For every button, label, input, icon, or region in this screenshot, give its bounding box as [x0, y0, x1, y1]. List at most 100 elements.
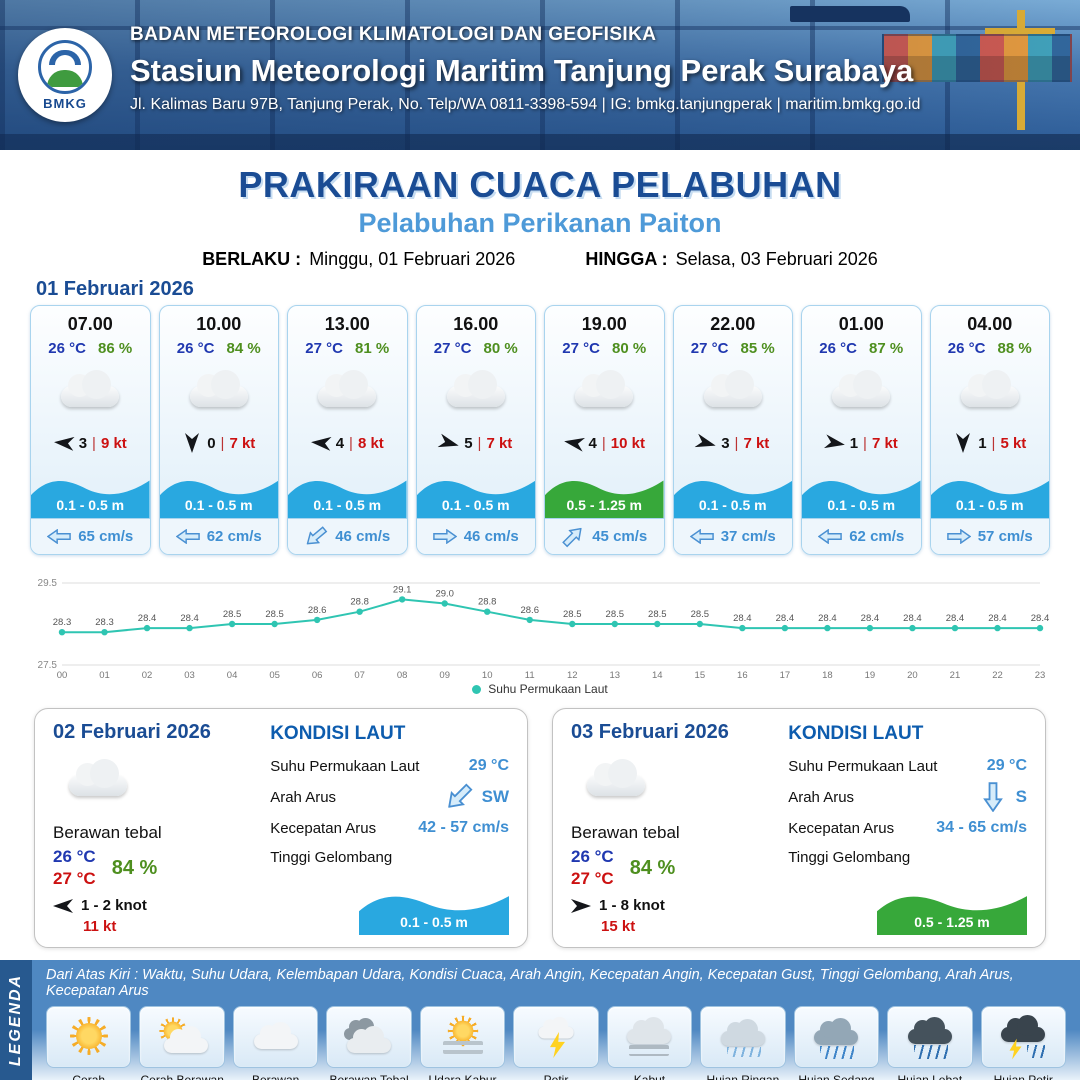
wave-height-value: 0.5 - 1.25 m: [914, 914, 990, 930]
sun-icon: [69, 1017, 108, 1055]
air-temperature: 27 °C: [433, 340, 472, 357]
air-temperature: 27 °C: [690, 340, 729, 357]
temp-max: 27 °C: [53, 869, 96, 888]
svg-text:28.4: 28.4: [138, 613, 157, 624]
wind-direction-icon: [563, 437, 585, 452]
hourly-forecast-card: 13.00 27 °C 81 % 4 | 8 kt 0.1 - 0.5 m 46…: [287, 305, 408, 555]
svg-text:28.6: 28.6: [308, 605, 327, 616]
svg-text:29.1: 29.1: [393, 584, 412, 595]
current-direction-icon: [447, 783, 473, 808]
wind-direction-icon: [571, 898, 591, 913]
rain-icon: [726, 1047, 761, 1057]
weather-icon-cloud: [832, 365, 891, 427]
legend-title: LEGENDA: [7, 973, 25, 1067]
svg-text:19: 19: [865, 670, 876, 681]
svg-text:27.5: 27.5: [38, 660, 58, 671]
current-direction-icon: [689, 529, 714, 544]
temp-min: 26 °C: [53, 847, 96, 866]
current-direction-icon: [175, 529, 200, 544]
wave-height-value: 0.1 - 0.5 m: [955, 497, 1024, 513]
current-speed: 46 cm/s: [335, 528, 391, 545]
wind-speed: 3: [78, 434, 88, 452]
wind-speed-range: 1 - 2 knot: [81, 897, 147, 914]
legend-item: Cerah Berawan: [139, 1006, 225, 1080]
humidity: 80 %: [483, 340, 518, 357]
current-direction-icon: [47, 529, 72, 544]
svg-text:01: 01: [99, 670, 110, 681]
header-overlay: [0, 0, 1080, 150]
forecast-time: 04.00: [967, 314, 1013, 334]
legend-section: LEGENDA Dari Atas Kiri : Waktu, Suhu Uda…: [0, 960, 1080, 1080]
svg-text:10: 10: [482, 670, 493, 681]
current-speed: 37 cm/s: [720, 528, 776, 545]
cloud-icon: [627, 1017, 672, 1044]
legend-item-label: Berawan: [251, 1073, 300, 1080]
svg-text:28.8: 28.8: [478, 597, 497, 608]
bmkg-logo: BMKG: [18, 28, 112, 122]
wind-direction-icon: [185, 433, 200, 453]
forecast-date-day1: 01 Februari 2026: [36, 278, 194, 300]
legend-item: Kabut: [606, 1006, 693, 1080]
legend-icon-bolt: [528, 1014, 584, 1060]
current-speed: 62 cm/s: [206, 528, 262, 545]
svg-text:28.5: 28.5: [648, 609, 667, 620]
forecast-time: 16.00: [453, 314, 499, 334]
legend-item: Cerah: [46, 1006, 132, 1080]
air-temperature: 26 °C: [176, 340, 215, 357]
hourly-cards-row: 07.00 26 °C 86 % 3 | 9 kt 0.1 - 0.5 m 65…: [0, 305, 1080, 555]
wave-height-value: 0.1 - 0.5 m: [400, 914, 468, 930]
svg-text:29.5: 29.5: [38, 578, 58, 589]
weather-condition: Berawan tebal: [571, 823, 680, 842]
svg-text:14: 14: [652, 670, 663, 681]
hourly-forecast-card: 01.00 26 °C 87 % 1 | 7 kt 0.1 - 0.5 m 62…: [801, 305, 922, 555]
wind-gust: 7 kt: [743, 434, 770, 452]
temp-max: 27 °C: [571, 869, 614, 888]
weather-icon-cloud: [587, 758, 776, 813]
svg-text:29.0: 29.0: [435, 589, 454, 600]
wave-height-band: 0.1 - 0.5 m: [930, 466, 1049, 518]
legend-item-label: Hujan Ringan: [706, 1073, 780, 1080]
weather-icon-cloud: [960, 365, 1019, 427]
legend-item-label: Kabut: [633, 1073, 666, 1080]
weather-icon-cloud: [69, 758, 258, 813]
legend-icon-haze: [435, 1014, 491, 1060]
legend-item-label: Cerah: [72, 1073, 106, 1080]
daily-forecast-card: 03 Februari 2026 Berawan tebal 26 °C 27 …: [552, 708, 1046, 948]
humidity: 84 %: [226, 340, 261, 357]
air-temperature: 26 °C: [819, 340, 857, 357]
cloud-icon: [164, 1026, 209, 1053]
svg-text:20: 20: [907, 670, 918, 681]
weather-icon-cloud: [703, 365, 762, 427]
svg-text:28.5: 28.5: [606, 609, 625, 620]
legend-item: Udara Kabur: [419, 1006, 506, 1080]
wind-gust: 7 kt: [871, 434, 898, 452]
air-temperature: 27 °C: [562, 340, 600, 357]
legend-icon-clouddark: [341, 1014, 397, 1060]
forecast-time: 01.00: [838, 314, 884, 334]
svg-text:15: 15: [695, 670, 706, 681]
legend-icon-storm: [995, 1014, 1051, 1060]
legend-icon-rainmed: [808, 1014, 864, 1060]
wind-gust: 7 kt: [229, 434, 256, 452]
svg-text:08: 08: [397, 670, 408, 681]
legend-icon-fog: [621, 1014, 677, 1060]
wave-height-label: Tinggi Gelombang: [270, 849, 393, 866]
cloud-icon: [720, 1019, 765, 1046]
svg-text:28.8: 28.8: [350, 597, 369, 608]
weather-icon-cloud: [575, 365, 634, 427]
svg-text:21: 21: [950, 670, 961, 681]
humidity: 84 %: [629, 856, 676, 879]
current-direction-icon: [432, 529, 457, 544]
legend-item: Hujan Petir: [980, 1006, 1066, 1080]
weather-icon-cloud: [446, 365, 505, 427]
page-subtitle: Pelabuhan Perikanan Paiton: [358, 208, 722, 238]
wave-height-band: 0.1 - 0.5 m: [288, 466, 407, 518]
wind-gust: 7 kt: [486, 434, 513, 452]
containers-illustration: [882, 34, 1072, 82]
wave-height-band: 0.1 - 0.5 m: [416, 466, 535, 518]
wind-speed: 1: [849, 434, 859, 452]
current-speed: 65 cm/s: [78, 528, 134, 545]
forecast-time: 22.00: [710, 314, 756, 334]
ship-illustration: [790, 6, 910, 22]
humidity: 80 %: [611, 340, 647, 357]
